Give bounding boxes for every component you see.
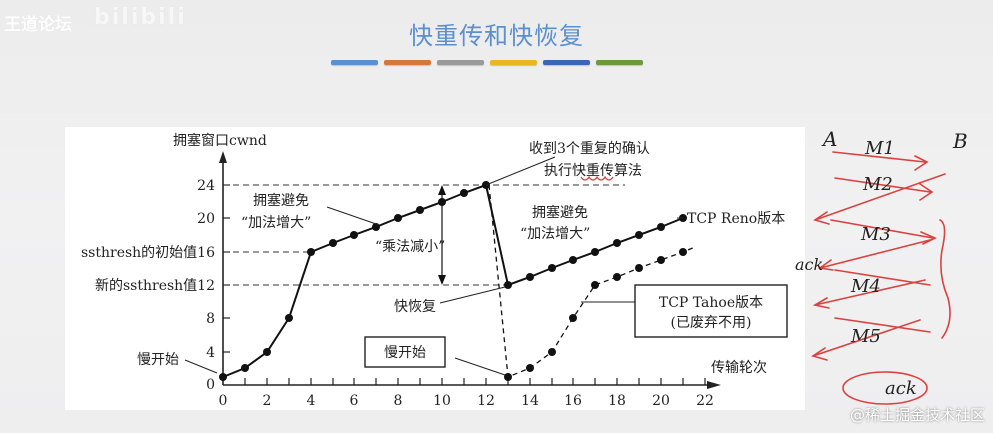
ack-label: ack <box>795 255 823 274</box>
ann-fast-recovery: 快恢复 <box>394 298 436 315</box>
receiver-label: B <box>952 129 968 153</box>
cwnd-chart: 24 20 ssthresh的初始值16 新的ssthresh值12 8 4 0… <box>81 132 788 409</box>
x-tick-label: 2 <box>263 393 272 409</box>
message-label: M2 <box>862 174 893 195</box>
forum-logo: 王道论坛 <box>4 15 72 35</box>
x-tick-labels: 0 2 4 6 8 10 12 14 16 18 20 22 <box>219 393 714 409</box>
slide-title: 快重传和快恢复 <box>409 22 584 50</box>
ann-congestion-avoidance-2: 拥塞避免 <box>532 204 588 221</box>
y-ticks <box>223 184 230 353</box>
cwnd-chart-figure: 24 20 ssthresh的初始值16 新的ssthresh值12 8 4 0… <box>65 127 805 410</box>
tahoe-series-points <box>504 248 687 381</box>
tahoe-series-line <box>488 184 696 378</box>
y-tick-label: 24 <box>197 178 215 194</box>
y-tick-label: 20 <box>197 211 215 227</box>
y-axis-title: 拥塞窗口cwnd <box>173 132 267 149</box>
ann-reno-version: TCP Reno版本 <box>687 211 785 227</box>
message-label: M5 <box>850 326 881 347</box>
x-ticks <box>244 378 706 385</box>
ann-tahoe-version: TCP Tahoe版本 <box>659 295 763 311</box>
color-bar <box>543 60 590 65</box>
color-bar <box>490 60 537 65</box>
ann-additive-increase-1: “加法增大” <box>241 215 311 231</box>
x-tick-label: 12 <box>477 393 495 409</box>
handwritten-underline <box>580 175 614 181</box>
y-axis-arrow-icon <box>219 151 227 163</box>
x-axis-arrow-icon <box>707 381 721 389</box>
tahoe-box <box>634 284 788 338</box>
x-axis-title: 传输轮次 <box>711 360 767 376</box>
arrow-up-icon <box>438 185 446 195</box>
x-tick-label: 18 <box>608 393 626 409</box>
watermark: @稀土掘金技术社区 <box>849 406 985 424</box>
bilibili-logo: bilibili <box>94 5 187 30</box>
message-label: M3 <box>860 224 891 245</box>
color-bar-divider <box>331 60 643 65</box>
handwritten-sequence-diagram: A B M1 M2 M3 ack M4 M5 ack <box>795 127 968 405</box>
reference-lines <box>223 184 625 286</box>
x-tick-label: 6 <box>350 393 359 409</box>
annotations: 慢开始 拥塞避免 “加法增大” “乘法减小” 收到3个重复的确认 执行快重传算法… <box>137 140 785 368</box>
reno-series-line <box>222 183 684 378</box>
y-tick-label: 8 <box>206 311 215 327</box>
axes <box>222 157 715 386</box>
annotation-leaders <box>184 156 683 376</box>
x-tick-label: 22 <box>696 393 714 409</box>
color-bar <box>384 60 431 65</box>
ann-multiplicative-decrease: “乘法减小” <box>375 239 445 255</box>
x-tick-label: 0 <box>219 393 228 409</box>
arrow-down-icon <box>438 275 446 285</box>
x-tick-label: 20 <box>652 393 670 409</box>
ann-additive-increase-2: “加法增大” <box>520 226 590 242</box>
y-tick-label: ssthresh的初始值16 <box>81 244 215 261</box>
ann-slow-start-boxed: 慢开始 <box>384 344 426 361</box>
color-bar <box>596 60 643 65</box>
ann-fast-retransmit: 执行快重传算法 <box>544 163 642 179</box>
ann-congestion-avoidance-1: 拥塞避免 <box>253 192 309 209</box>
color-bar <box>331 60 378 65</box>
y-tick-label: 新的ssthresh值12 <box>95 278 215 294</box>
message-label: M1 <box>864 138 895 159</box>
color-bar <box>437 60 484 65</box>
y-tick-label: 4 <box>206 345 215 361</box>
x-tick-label: 14 <box>521 393 539 409</box>
y-tick-labels: 24 20 ssthresh的初始值16 新的ssthresh值12 8 4 0 <box>81 178 215 393</box>
message-label: M4 <box>850 276 881 297</box>
reno-series-points <box>219 181 687 381</box>
ann-slow-start: 慢开始 <box>137 351 179 368</box>
x-tick-label: 16 <box>564 393 582 409</box>
x-tick-label: 4 <box>307 393 316 409</box>
ann-tahoe-deprecated: (已废弃不用) <box>671 315 752 331</box>
sender-label: A <box>821 127 837 151</box>
x-tick-label: 10 <box>433 393 451 409</box>
slow-start-box <box>364 336 446 368</box>
ann-3-dup-ack: 收到3个重复的确认 <box>529 140 650 157</box>
x-tick-label: 8 <box>394 393 403 409</box>
y-tick-label: 0 <box>206 377 215 393</box>
final-ack-label: ack <box>885 378 917 399</box>
